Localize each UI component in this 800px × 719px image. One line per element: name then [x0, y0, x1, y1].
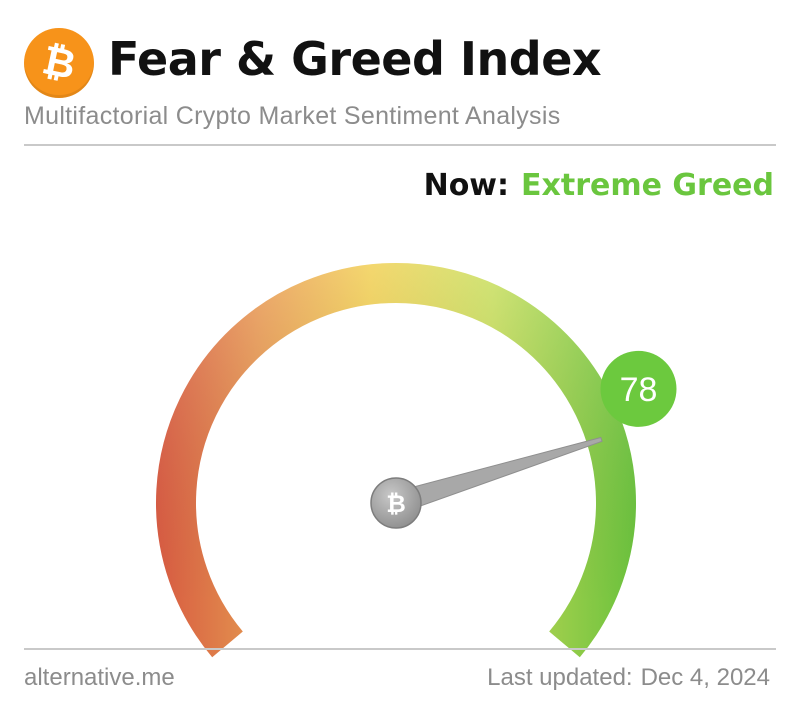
gauge-arc-shade: [156, 263, 636, 658]
last-updated-date: Dec 4, 2024: [640, 664, 770, 691]
value-badge: 78: [600, 350, 677, 427]
last-updated-label: Last updated:: [487, 664, 633, 691]
page-subtitle: Multifactorial Crypto Market Sentiment A…: [24, 102, 561, 130]
value-badge-circle: [600, 350, 677, 427]
gauge-needle: [392, 436, 603, 515]
now-label: Now:: [423, 168, 510, 203]
current-sentiment: Now: Extreme Greed: [424, 168, 774, 203]
needle-pointer: [392, 436, 603, 515]
last-updated: Last updated: Dec 4, 2024: [487, 664, 770, 692]
value-badge-text: 78: [620, 371, 658, 409]
now-value: Extreme Greed: [521, 168, 774, 203]
source-link[interactable]: alternative.me: [24, 664, 175, 691]
hub-glyph: ₿: [386, 490, 406, 518]
bitcoin-icon: ₿: [24, 28, 94, 98]
gauge-hub: ₿: [370, 477, 422, 529]
top-divider: [24, 144, 776, 146]
gauge-arc: [156, 263, 636, 658]
bottom-divider: [24, 648, 776, 650]
page-title: Fear & Greed Index: [108, 32, 602, 86]
hub-bitcoin-icon: [370, 477, 422, 529]
